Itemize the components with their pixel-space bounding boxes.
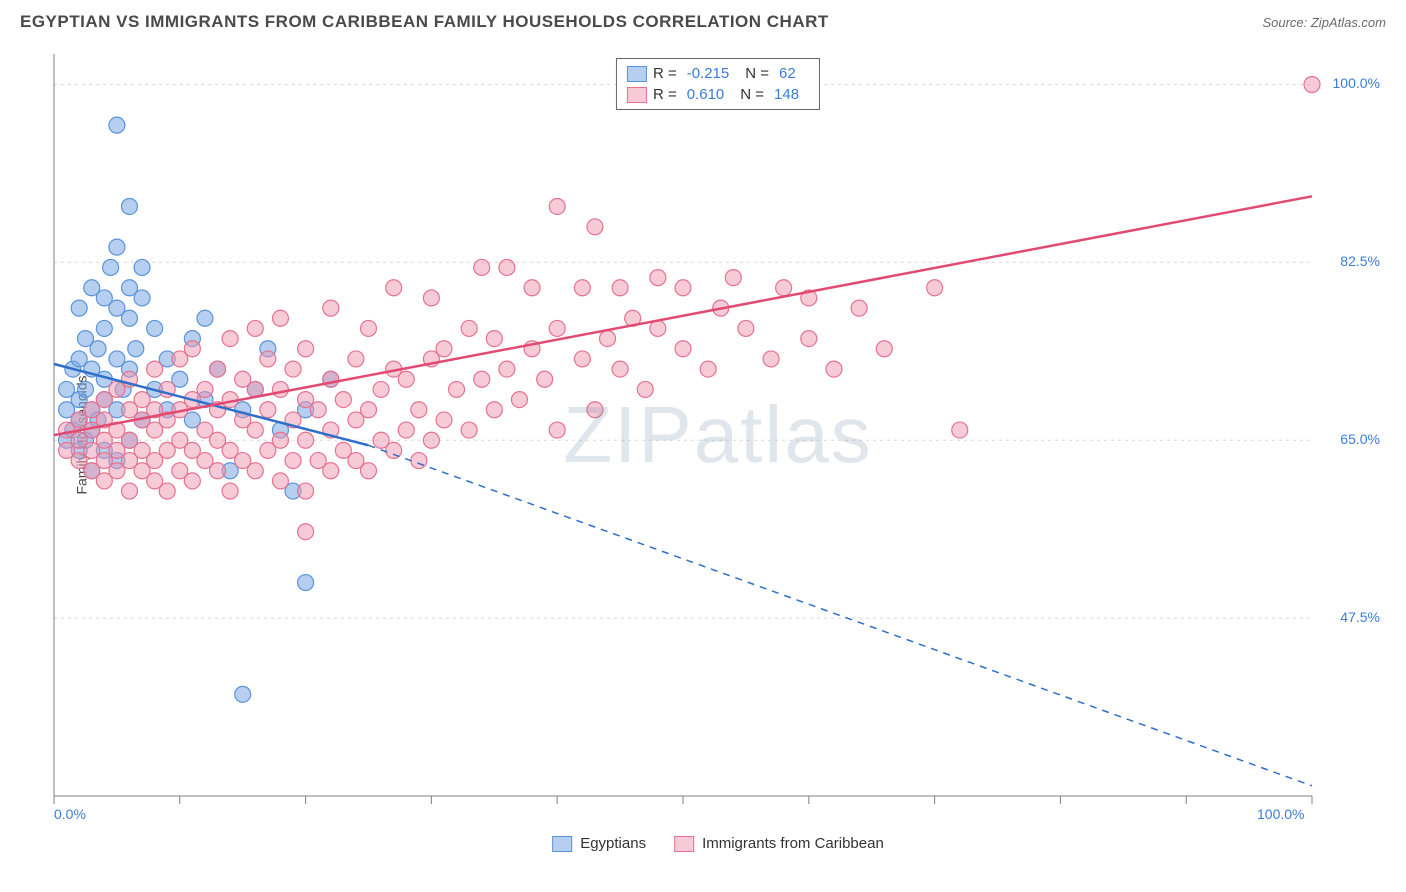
series-label: Immigrants from Caribbean — [702, 835, 884, 852]
legend-swatch — [627, 87, 647, 103]
y-tick-label: 65.0% — [1340, 431, 1380, 447]
series-label: Egyptians — [580, 835, 646, 852]
scatter-plot — [50, 50, 1386, 820]
correlation-legend: R =-0.215N =62R =0.610N =148 — [616, 58, 820, 110]
legend-swatch — [552, 836, 572, 852]
chart-header: EGYPTIAN VS IMMIGRANTS FROM CARIBBEAN FA… — [0, 0, 1406, 40]
y-tick-label: 82.5% — [1340, 253, 1380, 269]
r-value: 0.610 — [683, 84, 735, 105]
n-value: 148 — [770, 84, 809, 105]
legend-row: R =-0.215N =62 — [627, 63, 809, 84]
legend-swatch — [627, 66, 647, 82]
chart-area: Family Households ZIPatlas R =-0.215N =6… — [50, 50, 1386, 820]
source-attribution: Source: ZipAtlas.com — [1262, 15, 1386, 30]
y-tick-label: 100.0% — [1333, 75, 1380, 91]
legend-row: R =0.610N =148 — [627, 84, 809, 105]
y-tick-label: 47.5% — [1340, 609, 1380, 625]
x-tick-label: 0.0% — [54, 806, 86, 822]
x-tick-label: 100.0% — [1257, 806, 1304, 822]
r-value: -0.215 — [683, 63, 740, 84]
legend-swatch — [674, 836, 694, 852]
n-value: 62 — [775, 63, 806, 84]
series-legend-item: Immigrants from Caribbean — [674, 835, 884, 852]
series-legend-item: Egyptians — [552, 835, 646, 852]
series-legend: Egyptians Immigrants from Caribbean — [552, 835, 884, 852]
chart-title: EGYPTIAN VS IMMIGRANTS FROM CARIBBEAN FA… — [20, 12, 829, 32]
